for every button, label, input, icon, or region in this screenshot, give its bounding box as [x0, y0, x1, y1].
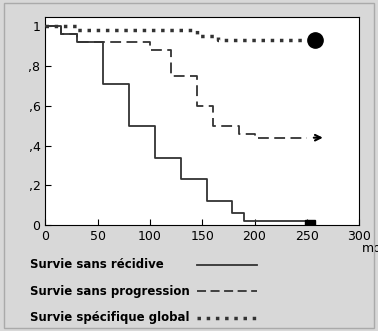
Text: Survie sans récidive: Survie sans récidive: [30, 258, 164, 271]
Text: Survie sans progression: Survie sans progression: [30, 285, 190, 298]
Text: Survie spécifique global: Survie spécifique global: [30, 311, 190, 324]
Text: mois: mois: [362, 242, 378, 255]
